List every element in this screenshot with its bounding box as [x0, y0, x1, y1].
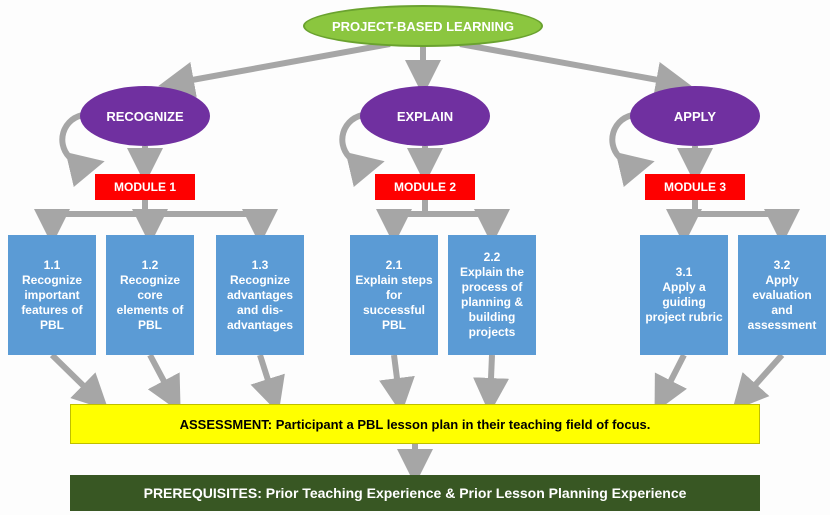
- node-t12: 1.2 Recognize core elements of PBL: [106, 235, 194, 355]
- node-title: PROJECT-BASED LEARNING: [303, 5, 543, 47]
- node-phase2: EXPLAIN: [360, 86, 490, 146]
- node-t31: 3.1 Apply a guiding project rubric: [640, 235, 728, 355]
- node-phase3: APPLY: [630, 86, 760, 146]
- node-phase1-label: RECOGNIZE: [106, 109, 183, 124]
- node-t13: 1.3 Recognize advantages and dis-advanta…: [216, 235, 304, 355]
- node-assessment: ASSESSMENT: Participant a PBL lesson pla…: [70, 404, 760, 444]
- node-phase2-label: EXPLAIN: [397, 109, 453, 124]
- node-title-label: PROJECT-BASED LEARNING: [332, 19, 514, 34]
- node-t12-label: 1.2 Recognize core elements of PBL: [110, 258, 190, 333]
- node-t22: 2.2 Explain the process of planning & bu…: [448, 235, 536, 355]
- node-t31-label: 3.1 Apply a guiding project rubric: [644, 265, 724, 325]
- node-module1: MODULE 1: [95, 174, 195, 200]
- node-module2-label: MODULE 2: [394, 180, 456, 194]
- node-t21: 2.1 Explain steps for successful PBL: [350, 235, 438, 355]
- node-t11: 1.1 Recognize important features of PBL: [8, 235, 96, 355]
- node-module1-label: MODULE 1: [114, 180, 176, 194]
- node-prereq: PREREQUISITES: Prior Teaching Experience…: [70, 475, 760, 511]
- node-t13-label: 1.3 Recognize advantages and dis-advanta…: [220, 258, 300, 333]
- node-phase3-label: APPLY: [674, 109, 716, 124]
- node-assessment-label: ASSESSMENT: Participant a PBL lesson pla…: [180, 417, 651, 432]
- node-t11-label: 1.1 Recognize important features of PBL: [12, 258, 92, 333]
- node-t32: 3.2 Apply evaluation and assessment: [738, 235, 826, 355]
- node-phase1: RECOGNIZE: [80, 86, 210, 146]
- node-t22-label: 2.2 Explain the process of planning & bu…: [452, 250, 532, 340]
- node-module3-label: MODULE 3: [664, 180, 726, 194]
- node-t21-label: 2.1 Explain steps for successful PBL: [354, 258, 434, 333]
- node-t32-label: 3.2 Apply evaluation and assessment: [742, 258, 822, 333]
- node-module3: MODULE 3: [645, 174, 745, 200]
- node-prereq-label: PREREQUISITES: Prior Teaching Experience…: [144, 485, 687, 501]
- node-module2: MODULE 2: [375, 174, 475, 200]
